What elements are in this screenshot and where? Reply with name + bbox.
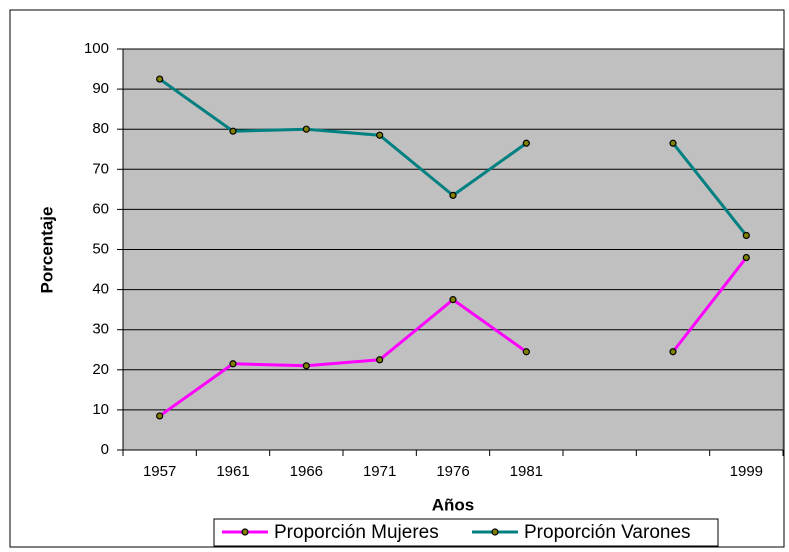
series-line: [158, 256, 748, 418]
x-tick-label: 1971: [363, 463, 396, 480]
point-marker: [302, 125, 310, 133]
legend-label: Proporción Mujeres: [274, 522, 439, 543]
legend-label: Proporción Varones: [524, 522, 691, 543]
legend-box: [213, 518, 719, 547]
point-marker: [449, 296, 457, 304]
point-marker: [522, 348, 530, 356]
y-tick-label: 40: [92, 281, 109, 298]
point-marker: [302, 362, 310, 370]
x-tick-label: 1957: [143, 463, 176, 480]
y-axis-label: Porcentaje: [37, 207, 56, 294]
x-tick-label: 1976: [436, 463, 469, 480]
point-marker: [156, 412, 164, 420]
y-tick-label: 90: [92, 80, 109, 97]
point-marker: [229, 360, 237, 368]
y-tick-label: 20: [92, 361, 109, 378]
y-tick-label: 70: [92, 160, 109, 177]
x-tick-label: 1961: [216, 463, 249, 480]
y-tick-label: 80: [92, 120, 109, 137]
point-marker: [376, 131, 384, 139]
y-tick-label: 50: [92, 240, 109, 257]
y-tick-label: 100: [84, 40, 109, 57]
point-marker: [742, 231, 750, 240]
x-tick-label: 1999: [730, 463, 763, 480]
point-marker: [156, 75, 164, 83]
series-line: [158, 77, 748, 237]
point-marker: [229, 127, 237, 135]
point-marker: [669, 139, 677, 147]
y-tick-label: 0: [101, 441, 109, 458]
point-marker: [669, 348, 677, 356]
x-tick-label: 1966: [290, 463, 323, 480]
legend-marker: [241, 528, 249, 536]
point-marker: [742, 253, 750, 262]
y-tick-label: 30: [92, 321, 109, 338]
y-tick-label: 10: [92, 401, 109, 418]
y-tick-label: 60: [92, 200, 109, 217]
x-tick-label: 1981: [510, 463, 543, 480]
x-axis-label: Años: [432, 495, 475, 514]
point-marker: [522, 139, 530, 147]
point-marker: [376, 356, 384, 364]
legend-marker: [491, 528, 499, 536]
point-marker: [449, 191, 457, 199]
